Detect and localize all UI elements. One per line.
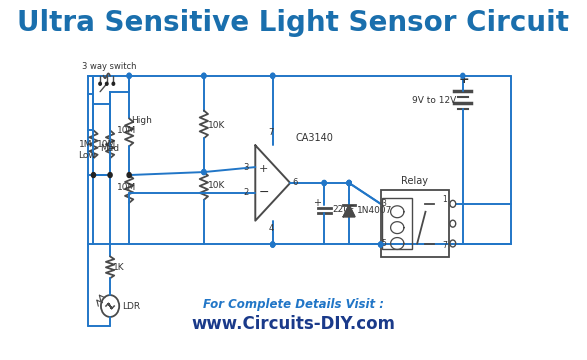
Circle shape	[271, 242, 275, 247]
Text: Med: Med	[100, 144, 119, 153]
Text: −: −	[259, 186, 269, 199]
Circle shape	[202, 170, 206, 175]
Text: 3: 3	[243, 163, 249, 172]
Text: 10M: 10M	[117, 184, 136, 193]
Text: Low: Low	[79, 151, 96, 160]
Bar	[380, 190, 448, 257]
Circle shape	[202, 73, 206, 78]
Circle shape	[271, 242, 275, 247]
Text: 3 way switch: 3 way switch	[82, 62, 136, 71]
Text: Relay: Relay	[401, 176, 428, 186]
Text: 10K: 10K	[208, 121, 225, 130]
Circle shape	[271, 73, 275, 78]
Circle shape	[108, 172, 112, 177]
Text: Ultra Sensitive Light Sensor Circuit: Ultra Sensitive Light Sensor Circuit	[18, 9, 569, 37]
Text: 10M: 10M	[97, 140, 116, 149]
Text: CA3140: CA3140	[295, 133, 333, 143]
Circle shape	[92, 172, 96, 177]
Circle shape	[347, 180, 351, 185]
Text: LDR: LDR	[122, 302, 140, 311]
Circle shape	[271, 242, 275, 247]
Circle shape	[347, 180, 351, 185]
Circle shape	[271, 73, 275, 78]
Circle shape	[99, 82, 102, 85]
Text: +: +	[459, 73, 470, 86]
Text: For Complete Details Visit :: For Complete Details Visit :	[203, 297, 384, 311]
Text: 10K: 10K	[208, 181, 225, 190]
Text: 7: 7	[268, 128, 274, 137]
Circle shape	[347, 180, 351, 185]
Text: High: High	[131, 116, 151, 125]
Circle shape	[127, 172, 131, 177]
Circle shape	[127, 73, 131, 78]
Text: 5: 5	[382, 239, 386, 248]
Circle shape	[379, 242, 383, 247]
Circle shape	[202, 170, 206, 175]
Text: 3: 3	[382, 199, 386, 208]
Text: www.Circuits-DIY.com: www.Circuits-DIY.com	[191, 315, 396, 333]
Text: +: +	[259, 164, 268, 174]
Text: 1M: 1M	[79, 140, 93, 149]
Circle shape	[106, 82, 108, 85]
Circle shape	[322, 180, 326, 185]
Circle shape	[379, 242, 383, 247]
Polygon shape	[343, 205, 355, 217]
Bar	[382, 198, 412, 249]
Circle shape	[202, 73, 206, 78]
Text: 9V to 12V: 9V to 12V	[411, 96, 456, 105]
Circle shape	[127, 73, 131, 78]
Circle shape	[112, 82, 114, 85]
Text: 1K: 1K	[113, 263, 125, 272]
Text: 2: 2	[244, 188, 249, 197]
Text: 4: 4	[268, 224, 274, 233]
Text: 7: 7	[442, 241, 447, 250]
Circle shape	[322, 180, 326, 185]
Text: 1N4007: 1N4007	[357, 206, 393, 215]
Circle shape	[347, 180, 351, 185]
Text: 6: 6	[293, 179, 298, 188]
Text: 1: 1	[442, 195, 447, 204]
Text: 10M: 10M	[117, 126, 136, 135]
Circle shape	[461, 73, 465, 78]
Text: +: +	[312, 198, 321, 208]
Text: 22uF: 22uF	[332, 205, 355, 214]
